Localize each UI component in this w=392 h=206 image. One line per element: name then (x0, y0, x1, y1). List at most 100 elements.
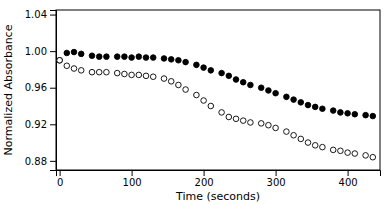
point (89, 69, 95, 75)
point (248, 120, 254, 126)
point (64, 63, 70, 69)
tick: 400 (339, 170, 358, 188)
tick-label: 0 (57, 177, 63, 188)
tick-label: 1.00 (25, 46, 47, 57)
point (298, 100, 304, 106)
point (258, 85, 264, 91)
point (305, 102, 311, 108)
series (57, 57, 376, 160)
point (64, 50, 70, 56)
point (345, 111, 351, 117)
point (226, 114, 232, 120)
point (208, 68, 214, 74)
point (240, 118, 246, 124)
point (150, 55, 156, 61)
chart: 0 100 200 300 400 0.88 0.92 0.96 1.00 1.04 Time (s… (0, 0, 392, 206)
tick-label: 1.04 (25, 9, 47, 20)
point (352, 151, 358, 157)
point (266, 122, 272, 128)
point (104, 69, 110, 75)
point (312, 104, 318, 110)
tick-label: 0.96 (25, 82, 47, 93)
point (122, 71, 128, 77)
point (71, 66, 77, 72)
point (143, 55, 149, 61)
point (233, 116, 239, 122)
tick-mark (50, 15, 56, 16)
tick-mark (276, 170, 277, 176)
point (194, 62, 200, 68)
point (136, 72, 142, 78)
point (266, 88, 272, 94)
y-axis: 0.88 0.92 0.96 1.00 1.04 (25, 9, 57, 170)
point (338, 148, 344, 154)
tick: 200 (195, 170, 214, 188)
point (352, 111, 358, 117)
point (176, 57, 182, 63)
x-axis: 0 100 200 300 400 (57, 170, 381, 188)
y-axis-title: Normalized Absorbance (2, 24, 15, 155)
point (201, 65, 207, 71)
point (291, 97, 297, 103)
point (248, 82, 254, 88)
tick: 100 (123, 170, 142, 188)
point (291, 132, 297, 138)
series (57, 49, 376, 119)
point (114, 54, 120, 60)
tick: 0.88 (25, 156, 56, 167)
marks (57, 49, 376, 160)
tick-label: 400 (339, 177, 358, 188)
point (129, 72, 135, 78)
point (208, 103, 214, 109)
point (104, 54, 110, 60)
point (161, 76, 167, 82)
tick-mark (50, 51, 56, 52)
tick-label: 300 (267, 177, 286, 188)
tick-label: 0.88 (25, 156, 47, 167)
point (219, 70, 225, 76)
point (71, 49, 77, 55)
point (320, 144, 326, 150)
tick-label: 0.92 (25, 119, 47, 130)
point (78, 68, 84, 74)
tick-mark (204, 170, 205, 176)
tick: 0.92 (25, 119, 56, 130)
point (136, 54, 142, 60)
tick: 1.00 (25, 46, 56, 57)
point (330, 147, 336, 153)
x-axis-title: Time (seconds) (175, 190, 260, 203)
point (305, 140, 311, 146)
point (143, 73, 149, 79)
point (122, 54, 128, 60)
point (273, 90, 279, 96)
point (312, 143, 318, 149)
point (201, 98, 207, 104)
point (194, 92, 200, 98)
point (370, 113, 376, 119)
tick-label: 100 (123, 177, 142, 188)
point (345, 150, 351, 156)
point (96, 69, 102, 75)
plot-frame (56, 10, 380, 170)
point (240, 79, 246, 85)
point (176, 82, 182, 88)
point (168, 57, 174, 63)
point (320, 106, 326, 112)
point (284, 94, 290, 100)
point (226, 73, 232, 79)
point (129, 55, 135, 61)
point (363, 112, 369, 118)
axis-line (57, 171, 381, 177)
tick: 0 (57, 170, 63, 188)
point (338, 110, 344, 116)
tick-label: 200 (195, 177, 214, 188)
point (183, 59, 189, 65)
point (150, 74, 156, 80)
tick: 300 (267, 170, 286, 188)
point (96, 54, 102, 60)
point (284, 129, 290, 135)
point (57, 57, 63, 63)
point (233, 77, 239, 83)
tick-mark (50, 124, 56, 125)
point (57, 57, 63, 63)
